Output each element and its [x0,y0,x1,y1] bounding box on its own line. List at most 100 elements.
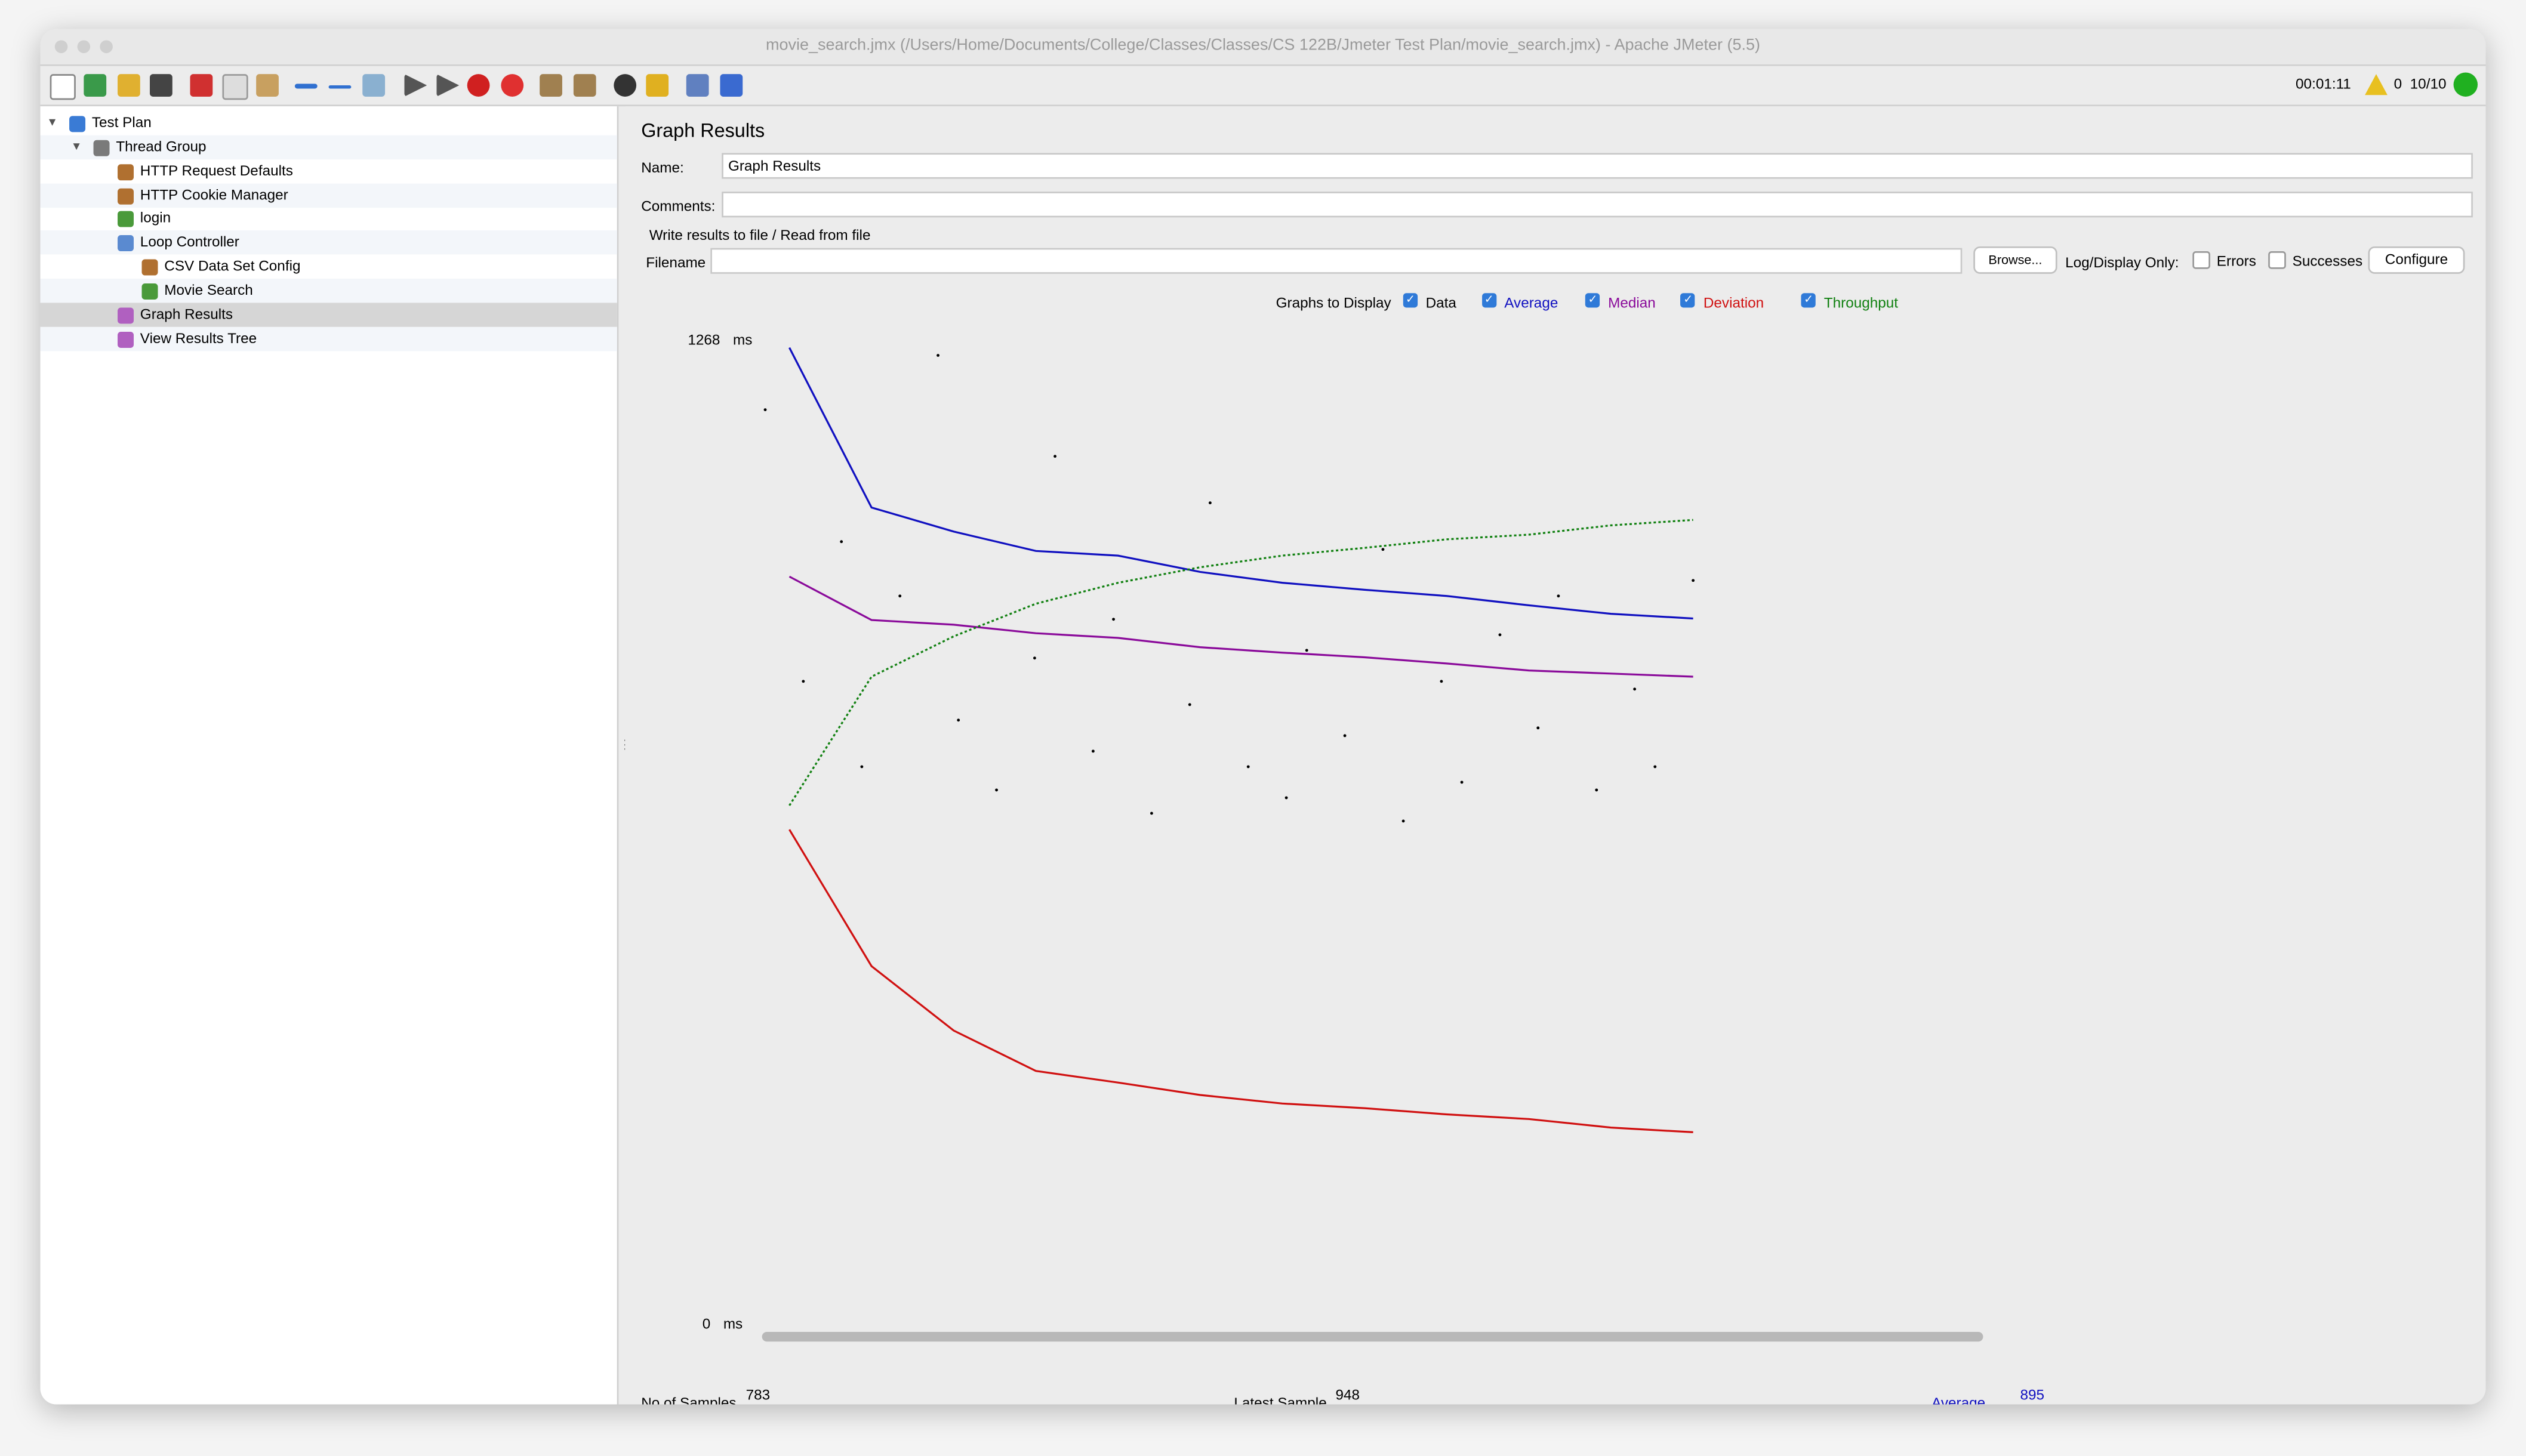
filename-field[interactable] [710,248,1963,274]
data-point [995,788,998,792]
series-line [788,519,1693,806]
graph-checkbox[interactable]: ✓ [1481,293,1496,308]
tree-item[interactable]: login [40,207,617,231]
panel-title: Graph Results [641,119,765,142]
tree-item[interactable]: Loop Controller [40,230,617,255]
data-point [1284,796,1288,800]
graph-checkbox-label: Median [1608,294,1656,311]
minimize-button[interactable] [77,40,91,54]
toolbar: 00:01:11 0 10/10 [40,66,2486,107]
successes-checkbox[interactable] [2268,251,2286,269]
tree-item[interactable]: View Results Tree [40,326,617,351]
data-point [1498,633,1502,637]
zoom-button[interactable] [100,40,113,54]
tree-icon [118,331,134,348]
graph-checkbox[interactable]: ✓ [1585,293,1600,308]
data-point [898,594,902,598]
copy-button[interactable] [222,74,248,100]
tree-label: View Results Tree [140,329,257,346]
stop-button[interactable] [467,74,490,97]
name-value: Graph Results [728,158,821,174]
expand-button[interactable] [294,84,318,89]
stat-value: 783 [746,1386,771,1403]
graph-checkbox[interactable]: ✓ [1403,293,1418,308]
tree-icon [118,235,134,252]
y-unit-top: ms [733,332,752,348]
tree-item[interactable]: ▼ Thread Group [40,135,617,159]
tree-item[interactable]: HTTP Cookie Manager [40,183,617,207]
stat-value: 948 [1335,1386,1360,1403]
new-button[interactable] [50,74,76,100]
help-button[interactable] [720,74,743,97]
series-line [788,829,1693,1134]
warning-icon[interactable] [2365,74,2388,95]
filename-label: Filename [646,254,706,271]
name-field[interactable]: Graph Results [722,153,2473,179]
series-line [788,575,1693,678]
tree-item[interactable]: CSV Data Set Config [40,255,617,279]
templates-button[interactable] [84,74,107,97]
graph-checkbox-label: Average [1504,294,1558,311]
window: movie_search.jmx (/Users/Home/Documents/… [40,29,2486,1405]
thread-count: 10/10 [2410,75,2447,92]
tree-icon [118,307,134,323]
data-point [1305,649,1308,652]
cut-button[interactable] [190,74,213,97]
successes-label: Successes [2292,252,2363,269]
graph-checkbox[interactable]: ✓ [1681,293,1696,308]
data-point [1033,656,1036,660]
configure-label: Configure [2385,251,2448,268]
y-max-label: 1268 [688,332,720,348]
tree-label: Thread Group [116,138,207,155]
stat-label: No of Samples [641,1395,737,1405]
graph-checkbox-label: Data [1425,294,1456,311]
function-helper-button[interactable] [686,74,709,97]
comments-field[interactable] [722,192,2473,218]
graphs-to-display-label: Graphs to Display [1276,294,1391,311]
errors-label: Errors [2216,252,2256,269]
graph-checkbox[interactable]: ✓ [1801,293,1816,308]
data-point [860,765,864,769]
tree-item[interactable]: Graph Results [40,302,617,327]
save-button[interactable] [150,74,172,97]
tree-item[interactable]: HTTP Request Defaults [40,159,617,183]
clear-all-button[interactable] [573,74,596,97]
write-results-label: Write results to file / Read from file [649,227,871,243]
graph-checkbox-label: Throughput [1823,294,1899,311]
disclosure-triangle[interactable]: ▼ [47,118,58,129]
window-title: movie_search.jmx (/Users/Home/Documents/… [765,37,1760,55]
horizontal-scrollbar[interactable] [762,1332,1983,1342]
data-point [1595,788,1598,792]
reset-search-button[interactable] [646,74,669,97]
y-min-label: 0 [703,1316,711,1332]
data-point [1633,687,1637,691]
paste-button[interactable] [256,74,279,97]
shutdown-button[interactable] [501,74,524,97]
collapse-button[interactable] [328,85,352,89]
tree-icon [118,187,134,204]
data-point [1653,765,1657,769]
clear-button[interactable] [540,74,562,97]
search-button[interactable] [614,74,637,97]
toggle-button[interactable] [362,74,386,97]
data-point [937,354,939,357]
title-bar: movie_search.jmx (/Users/Home/Documents/… [40,29,2486,66]
configure-button[interactable]: Configure [2368,246,2465,274]
running-indicator [2453,72,2478,97]
disclosure-triangle[interactable]: ▼ [70,141,82,153]
tree-icon [118,164,134,180]
close-button[interactable] [54,40,68,54]
stat-value: 895 [2020,1386,2045,1403]
data-point [1536,726,1540,730]
series-line [788,347,1693,620]
data-point [1246,765,1250,769]
open-button[interactable] [118,74,140,97]
browse-button[interactable]: Browse... [1973,246,2057,274]
tree-label: Loop Controller [140,234,239,251]
tree-item[interactable]: Movie Search [40,278,617,303]
errors-checkbox[interactable] [2192,251,2211,269]
data-point [1440,680,1443,683]
tree-item[interactable]: ▼ Test Plan [40,111,617,135]
